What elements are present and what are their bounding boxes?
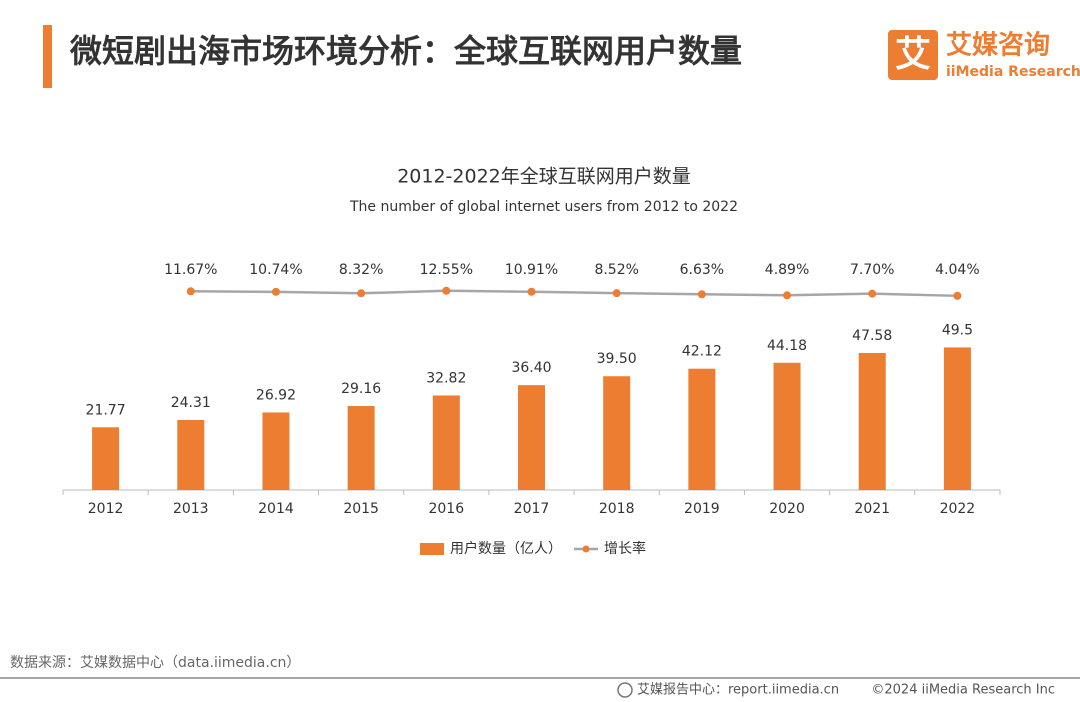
logo-name: 艾媒咨询 [946, 30, 1050, 61]
legend-label: 用户数量（亿人） [450, 540, 562, 557]
data-label: 11.67% [164, 262, 217, 278]
data-label: 4.89% [765, 262, 809, 278]
bar [432, 395, 460, 490]
growth-point [527, 287, 536, 296]
x-tick-label: 2022 [940, 501, 976, 517]
bar [262, 412, 290, 490]
data-label: 8.52% [594, 262, 638, 278]
bar [347, 406, 375, 490]
bar [943, 347, 971, 490]
data-label: 42.12 [682, 344, 722, 360]
x-tick-label: 2017 [514, 501, 550, 517]
legend-swatch [420, 543, 444, 555]
footer-icon [617, 682, 633, 698]
data-label: 47.58 [852, 328, 892, 344]
growth-point [442, 286, 451, 295]
x-tick-label: 2012 [88, 501, 124, 517]
legend-label: 增长率 [604, 540, 646, 557]
data-label: 7.70% [850, 262, 894, 278]
source: 数据来源：艾媒数据中心（data.iimedia.cn） [10, 655, 300, 671]
bar [92, 427, 120, 490]
chart-subtitle: The number of global internet users from… [349, 199, 738, 215]
footer-copyright: ©2024 iiMedia Research Inc [871, 683, 1055, 698]
data-label: 44.18 [767, 338, 807, 354]
growth-point [953, 291, 962, 300]
x-tick-label: 2019 [684, 501, 720, 517]
x-tick-label: 2013 [173, 501, 209, 517]
data-label: 8.32% [339, 262, 383, 278]
data-label: 12.55% [420, 262, 473, 278]
data-label: 36.40 [511, 360, 551, 376]
data-label: 29.16 [341, 381, 381, 397]
chart-title: 2012-2022年全球互联网用户数量 [397, 166, 691, 188]
bar [858, 352, 886, 490]
data-label: 26.92 [256, 387, 296, 403]
logo-icon: 艾 [895, 34, 931, 75]
logo-box [888, 30, 938, 80]
growth-point [186, 287, 195, 296]
title-accent [43, 25, 52, 88]
legend-dot [582, 545, 590, 553]
page-title: 微短剧出海市场环境分析：全球互联网用户数量 [69, 32, 742, 70]
data-label: 4.04% [935, 262, 979, 278]
growth-point [357, 289, 366, 298]
bar [773, 362, 801, 490]
data-label: 10.74% [249, 262, 302, 278]
x-tick-label: 2018 [599, 501, 635, 517]
x-tick-label: 2015 [343, 501, 379, 517]
bar [603, 376, 631, 490]
bar [177, 419, 205, 490]
data-label: 39.50 [597, 351, 637, 367]
x-tick-label: 2014 [258, 501, 294, 517]
x-tick-label: 2016 [428, 501, 464, 517]
growth-point [697, 290, 706, 299]
bar [518, 385, 545, 490]
bar [688, 368, 716, 490]
growth-point [612, 289, 621, 298]
growth-line [190, 289, 958, 298]
data-label: 49.5 [942, 322, 973, 338]
footer-report: 艾媒报告中心：report.iimedia.cn [637, 683, 839, 698]
growth-point [783, 291, 792, 300]
data-label: 6.63% [680, 262, 724, 278]
growth-point [271, 287, 280, 296]
x-tick-label: 2021 [854, 501, 890, 517]
x-tick-label: 2020 [769, 501, 805, 517]
data-label: 21.77 [86, 402, 126, 418]
data-label: 10.91% [505, 262, 558, 278]
logo-name-en: iiMedia Research [946, 64, 1080, 80]
data-label: 32.82 [426, 370, 466, 386]
data-label: 24.31 [171, 395, 211, 411]
growth-point [868, 289, 877, 298]
